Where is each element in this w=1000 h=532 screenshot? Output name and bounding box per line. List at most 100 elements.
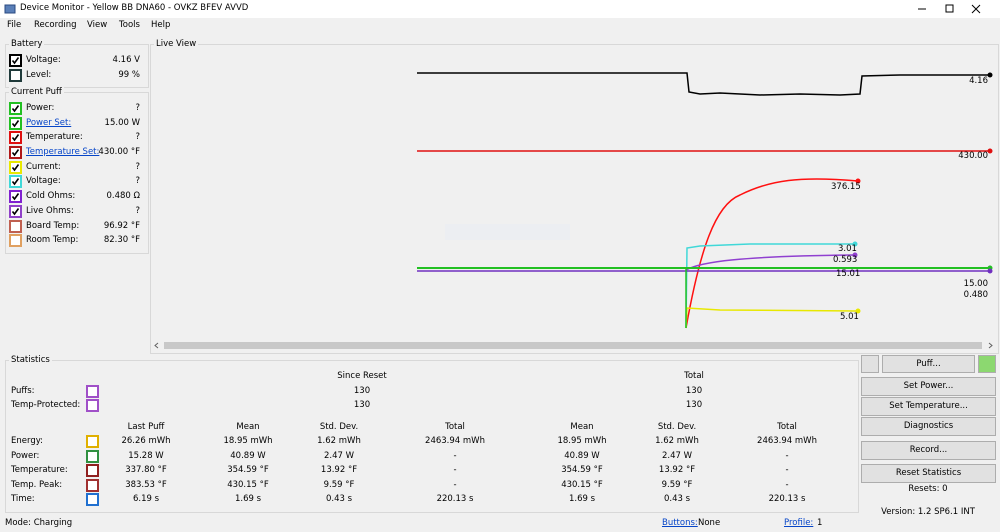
version-label: Version: 1.2 SP6.1 INT — [881, 507, 975, 517]
color-box — [86, 493, 99, 506]
checkbox[interactable] — [9, 220, 22, 233]
cell: 15.28 W — [128, 450, 164, 461]
menu-item[interactable]: File — [7, 20, 22, 30]
action-button[interactable]: Set Temperature... — [861, 397, 996, 416]
window-controls[interactable] — [900, 0, 1000, 18]
group-title: Battery — [9, 39, 45, 49]
cell: 1.62 mWh — [317, 436, 361, 446]
cell: - — [453, 479, 457, 490]
row-label: Voltage: — [26, 176, 61, 186]
row-label: Energy: — [11, 436, 44, 446]
cell: 430.15 °F — [227, 479, 269, 490]
cell: 130 — [685, 400, 703, 410]
group-title: Statistics — [9, 355, 52, 365]
row-label: Temp. Peak: — [11, 479, 63, 490]
row-value: 96.92 °F — [103, 221, 140, 231]
cell: 9.59 °F — [323, 479, 355, 490]
cell: 18.95 mWh — [223, 436, 273, 446]
column-header: Std. Dev. — [657, 422, 697, 432]
tool-button[interactable] — [861, 355, 879, 373]
toggle-button[interactable] — [978, 355, 996, 373]
row-label: Temperature: — [11, 465, 68, 475]
checkbox[interactable] — [9, 205, 22, 218]
row-label: Time: — [11, 494, 35, 504]
row-label: Live Ohms: — [26, 206, 74, 216]
action-button[interactable]: Diagnostics — [861, 417, 996, 436]
row-label: Temperature: — [26, 132, 83, 142]
cell: 430.15 °F — [561, 479, 603, 490]
menu-item[interactable]: Help — [151, 20, 171, 30]
group-header: Total — [684, 371, 704, 381]
checkbox[interactable] — [9, 146, 22, 159]
cell: - — [785, 479, 789, 490]
row-label[interactable]: Power Set: — [26, 118, 72, 128]
row-value: ? — [135, 103, 140, 113]
checkbox[interactable] — [9, 131, 22, 144]
action-button[interactable]: Record... — [861, 441, 996, 460]
row-label: Board Temp: — [26, 221, 80, 231]
color-box — [86, 399, 99, 412]
cell: 40.89 W — [564, 450, 600, 461]
profile-link[interactable]: Profile: — [784, 518, 814, 528]
live-value-label: 15.01 — [836, 269, 860, 279]
checkbox[interactable] — [9, 69, 22, 82]
live-view-plot: 4.16 430.00 376.15 3.010.593 15.01 5.01 15.000… — [154, 72, 993, 349]
checkbox[interactable] — [9, 190, 22, 203]
live-value-label: 5.01 — [840, 312, 859, 322]
action-button[interactable]: Reset Statistics — [861, 464, 996, 483]
puff-button[interactable]: Puff... — [882, 355, 975, 373]
checkbox[interactable] — [9, 102, 22, 115]
color-box — [86, 464, 99, 477]
cell: 2.47 W — [661, 450, 693, 461]
live-value-label: 3.01 — [838, 244, 857, 254]
row-value: ? — [135, 206, 140, 216]
current-puff-group — [5, 92, 149, 254]
cell: - — [785, 465, 789, 475]
live-value-label: 430.00 — [958, 151, 988, 161]
live-value-label: 0.593 — [833, 255, 857, 265]
cell: - — [453, 465, 457, 475]
live-value-label: 15.00 — [964, 279, 988, 289]
group-header: Since Reset — [337, 371, 387, 381]
checkbox[interactable] — [9, 175, 22, 188]
column-header: Std. Dev. — [319, 422, 359, 432]
cell: 220.13 s — [436, 494, 474, 504]
status-mode: Mode: Charging — [5, 518, 73, 528]
profile-value: 1 — [817, 518, 823, 528]
checkbox[interactable] — [9, 161, 22, 174]
row-label: Current: — [26, 162, 61, 172]
live-value-label: 376.15 — [831, 182, 861, 192]
row-label: Voltage: — [26, 55, 61, 65]
row-label: Puffs: — [11, 386, 35, 396]
row-label[interactable]: Temperature Set: — [26, 147, 100, 157]
cell: 26.26 mWh — [121, 436, 171, 446]
checkbox[interactable] — [9, 117, 22, 130]
cell: 130 — [353, 400, 371, 410]
color-box — [86, 478, 99, 492]
cell: 354.59 °F — [227, 465, 269, 475]
resets-count: Resets: 0 — [908, 484, 948, 494]
statistics-group — [5, 360, 859, 513]
cell: - — [785, 450, 789, 461]
menu-item[interactable]: Tools — [119, 20, 140, 30]
group-title: Current Puff — [9, 87, 64, 97]
column-header: Total — [445, 422, 465, 432]
buttons-link[interactable]: Buttons: — [662, 518, 698, 528]
cell: 18.95 mWh — [557, 436, 607, 446]
checkbox[interactable] — [9, 234, 22, 247]
color-box — [86, 385, 99, 398]
window-title: Device Monitor - Yellow BB DNA60 - OVKZ … — [20, 3, 249, 13]
row-label: Level: — [26, 70, 52, 80]
cell: 13.92 °F — [320, 465, 358, 475]
cell: 1.69 s — [568, 494, 596, 504]
cell: 2463.94 mWh — [757, 436, 817, 446]
action-button[interactable]: Set Power... — [861, 377, 996, 396]
cell: - — [453, 450, 457, 461]
menu-item[interactable]: View — [87, 20, 108, 30]
checkbox[interactable] — [9, 54, 22, 67]
row-label: Power: — [26, 103, 55, 113]
menu-item[interactable]: Recording — [34, 20, 77, 30]
cell: 0.43 s — [663, 494, 691, 504]
cell: 130 — [353, 386, 371, 396]
row-value: 15.00 W — [104, 118, 140, 128]
